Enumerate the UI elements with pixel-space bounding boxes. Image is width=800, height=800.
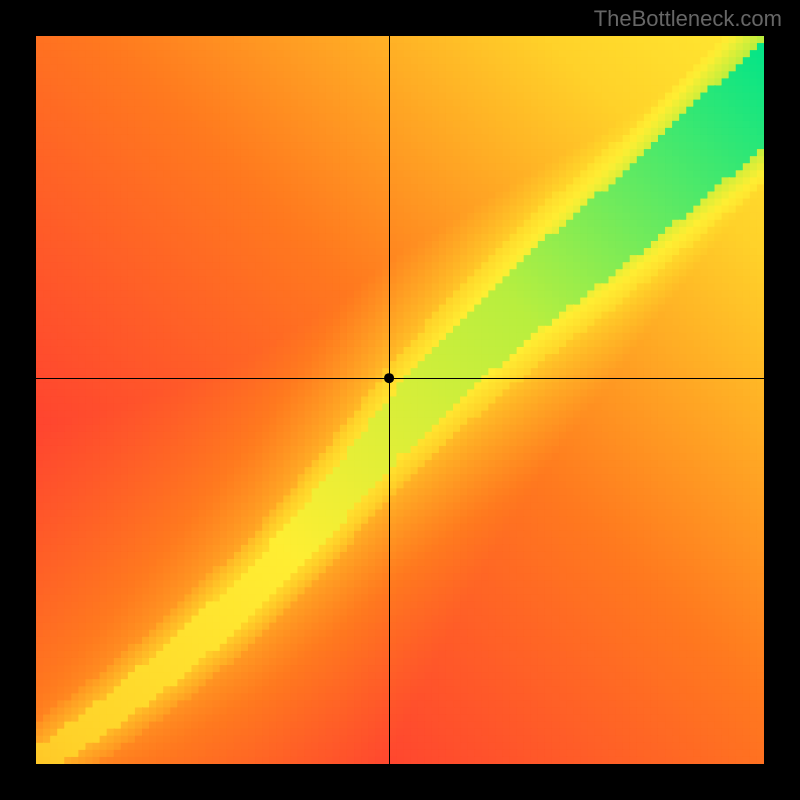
heatmap-canvas xyxy=(36,36,764,764)
plot-container: TheBottleneck.com xyxy=(0,0,800,800)
plot-area xyxy=(36,36,764,764)
watermark-text: TheBottleneck.com xyxy=(594,6,782,32)
